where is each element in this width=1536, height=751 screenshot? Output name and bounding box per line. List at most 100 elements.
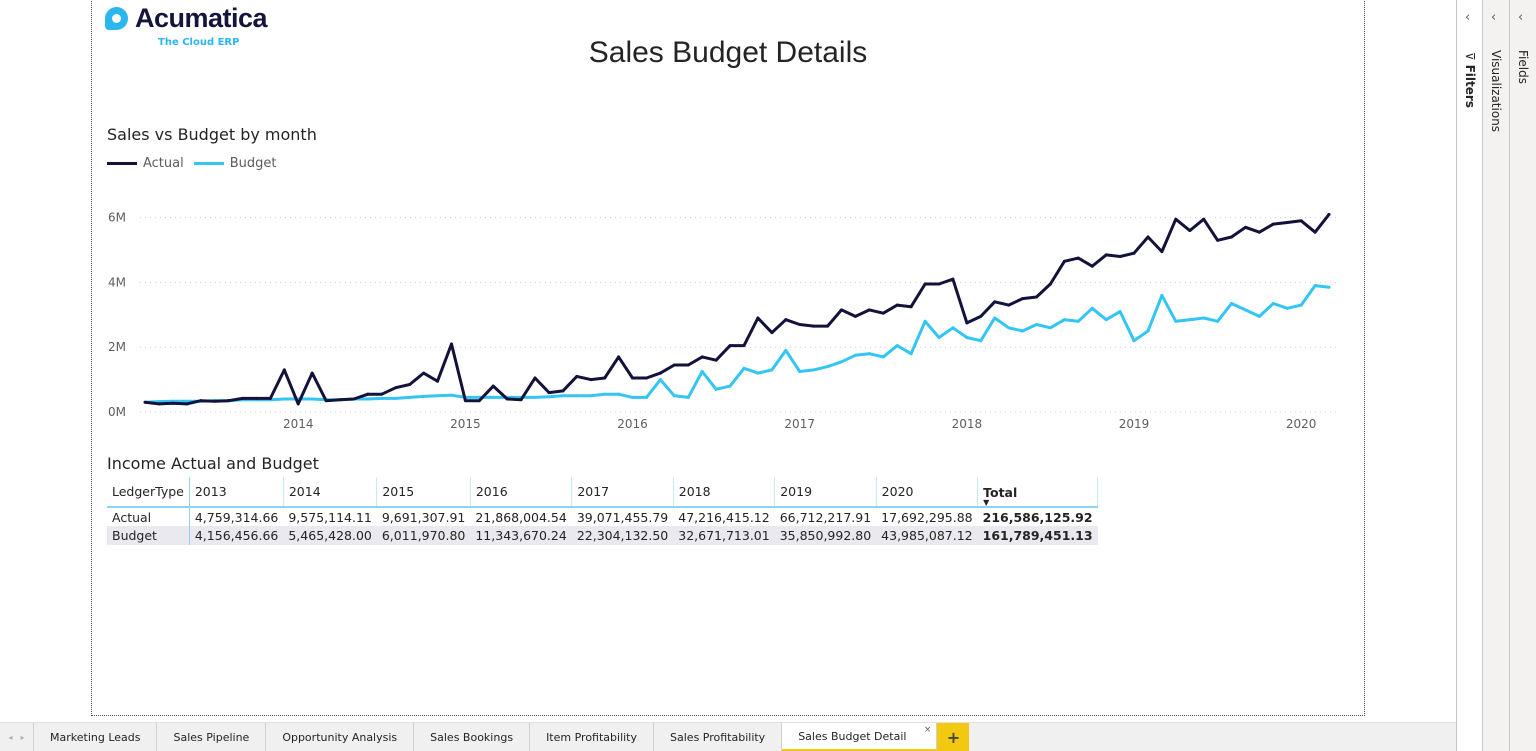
data-point-actual[interactable] [658,371,662,375]
data-point-budget[interactable] [1327,285,1331,289]
column-header-2016[interactable]: 2016 [470,477,573,508]
data-point-budget[interactable] [589,394,593,398]
data-point-actual[interactable] [1216,238,1220,242]
data-point-actual[interactable] [547,391,551,395]
data-point-budget[interactable] [798,370,802,373]
data-point-budget[interactable] [812,368,816,372]
data-point-actual[interactable] [728,344,732,348]
tab-sales-profitability[interactable]: Sales Profitability [654,723,783,751]
data-point-actual[interactable] [199,399,203,403]
data-point-budget[interactable] [449,393,453,397]
chevron-left-icon[interactable]: ‹ [1465,10,1471,25]
data-point-budget[interactable] [185,399,189,403]
tab-sales-pipeline[interactable]: Sales Pipeline [157,723,267,751]
data-point-actual[interactable] [784,318,788,322]
data-point-budget[interactable] [1313,284,1317,288]
data-point-actual[interactable] [449,342,453,346]
data-point-actual[interactable] [575,374,579,378]
data-point-budget[interactable] [1132,339,1136,343]
data-point-budget[interactable] [1285,306,1289,310]
data-point-budget[interactable] [658,378,662,382]
data-point-budget[interactable] [1160,293,1164,297]
data-point-budget[interactable] [909,352,913,356]
data-point-actual[interactable] [631,376,635,380]
data-point-budget[interactable] [1146,329,1150,333]
data-point-budget[interactable] [923,319,927,323]
data-point-actual[interactable] [644,376,648,380]
data-point-actual[interactable] [268,396,272,400]
column-header-2018[interactable]: 2018 [673,477,776,508]
data-point-actual[interactable] [254,396,258,400]
column-header-2014[interactable]: 2014 [283,477,378,508]
data-point-actual[interactable] [937,282,941,286]
tab-scroll-buttons[interactable]: ◂ ▸ [0,723,34,751]
data-point-actual[interactable] [1160,250,1164,254]
column-header-2013[interactable]: 2013 [189,477,284,508]
data-point-actual[interactable] [1202,217,1206,221]
fields-pane[interactable]: ‹ Fields [1509,0,1536,751]
data-point-actual[interactable] [1230,235,1234,239]
data-point-actual[interactable] [282,368,286,372]
data-point-budget[interactable] [1188,318,1192,322]
data-point-actual[interactable] [477,399,481,403]
data-point-actual[interactable] [1271,222,1275,226]
data-point-budget[interactable] [1230,301,1234,305]
data-point-actual[interactable] [951,277,955,281]
data-point-actual[interactable] [700,355,704,359]
data-point-actual[interactable] [603,376,607,380]
data-point-actual[interactable] [366,392,370,396]
data-point-actual[interactable] [1132,251,1136,255]
data-point-budget[interactable] [1118,310,1122,314]
data-point-actual[interactable] [324,399,328,403]
visualizations-pane[interactable]: ‹ Visualizations [1482,0,1509,751]
data-point-actual[interactable] [157,402,161,406]
data-point-budget[interactable] [1299,303,1303,307]
data-point-budget[interactable] [533,395,537,399]
data-point-budget[interactable] [826,365,830,369]
data-point-budget[interactable] [1035,323,1039,327]
data-point-actual[interactable] [1257,230,1261,234]
data-point-actual[interactable] [965,321,969,325]
data-point-budget[interactable] [1216,319,1220,323]
data-point-budget[interactable] [784,348,788,352]
data-point-budget[interactable] [937,335,941,339]
data-point-budget[interactable] [728,384,732,388]
data-point-budget[interactable] [756,371,760,375]
data-point-actual[interactable] [826,324,830,328]
data-point-actual[interactable] [1313,230,1317,234]
tab-opportunity-analysis[interactable]: Opportunity Analysis [266,723,415,751]
data-point-budget[interactable] [491,395,495,399]
arrow-right-icon[interactable]: ▸ [20,732,25,742]
data-point-budget[interactable] [603,392,607,396]
data-point-budget[interactable] [1048,326,1052,330]
data-point-actual[interactable] [867,308,871,312]
series-line-actual[interactable] [144,213,1331,406]
data-point-actual[interactable] [589,378,593,382]
data-point-actual[interactable] [505,397,509,401]
chevron-left-icon[interactable]: ‹ [1491,10,1497,25]
data-point-actual[interactable] [436,379,440,383]
data-point-actual[interactable] [686,363,690,367]
data-point-actual[interactable] [380,392,384,396]
data-point-budget[interactable] [965,335,969,339]
data-point-actual[interactable] [895,303,899,307]
data-point-actual[interactable] [1243,225,1247,229]
data-point-actual[interactable] [394,386,398,390]
data-point-budget[interactable] [394,396,398,400]
data-point-budget[interactable] [408,395,412,399]
data-point-budget[interactable] [1076,319,1080,323]
data-point-actual[interactable] [756,316,760,320]
data-point-actual[interactable] [422,371,426,375]
data-point-budget[interactable] [1174,319,1178,323]
data-point-budget[interactable] [895,344,899,348]
data-point-actual[interactable] [533,376,537,380]
tab-sales-bookings[interactable]: Sales Bookings [414,723,531,751]
data-point-budget[interactable] [422,394,426,398]
data-point-actual[interactable] [909,305,913,309]
data-point-budget[interactable] [979,339,983,343]
data-point-budget[interactable] [575,394,579,398]
data-point-actual[interactable] [310,371,314,375]
data-point-actual[interactable] [171,401,175,405]
data-point-actual[interactable] [213,399,217,403]
column-header-total[interactable]: Total ▼ [977,477,1099,508]
